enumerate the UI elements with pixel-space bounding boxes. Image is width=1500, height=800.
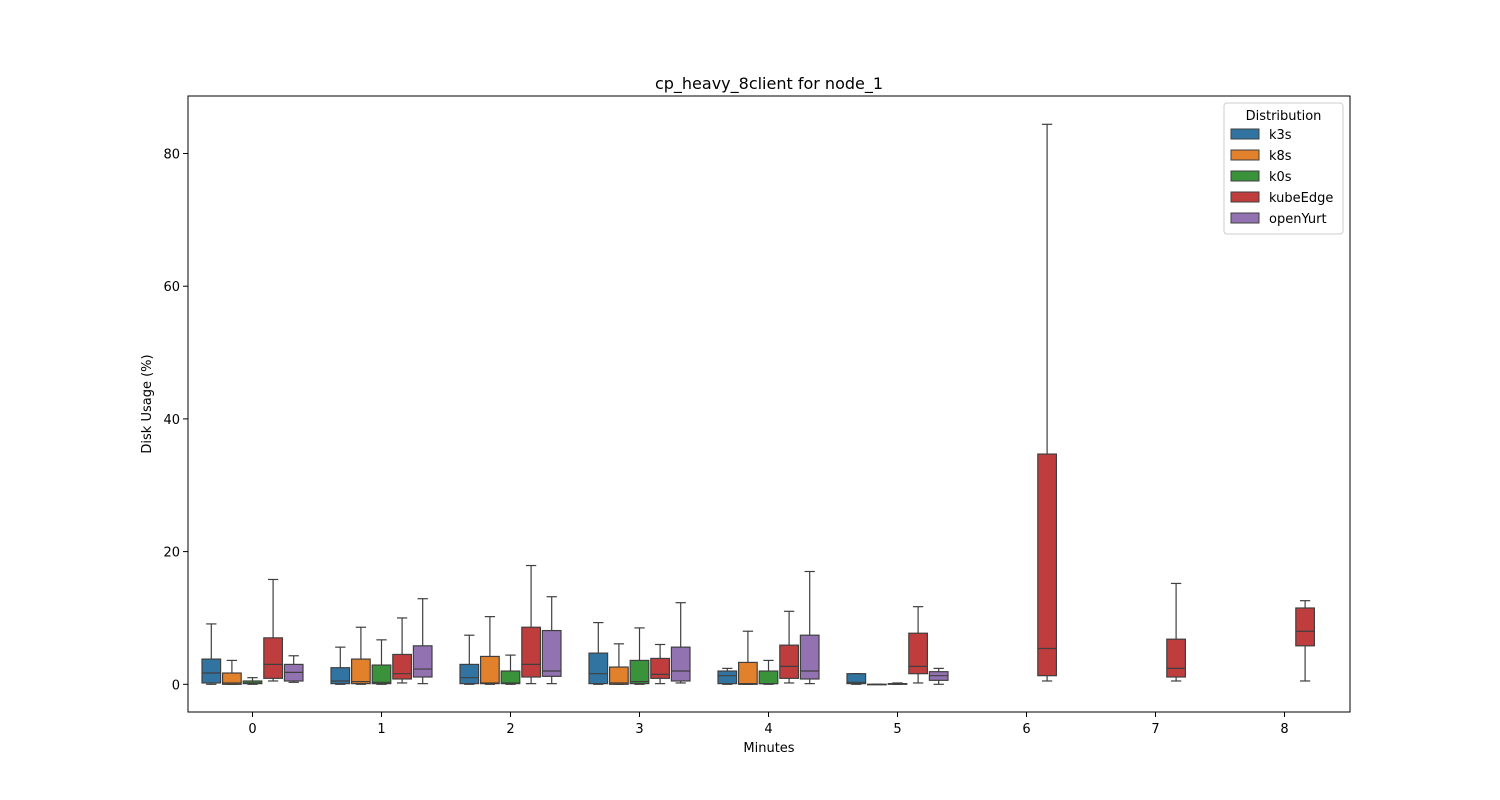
box-kubeEdge-4 bbox=[779, 644, 799, 679]
box-kubeEdge-5 bbox=[908, 632, 928, 675]
legend-label-k3s: k3s bbox=[1269, 128, 1292, 143]
x-tick-label: 3 bbox=[635, 722, 643, 737]
box-k3s-5 bbox=[846, 673, 867, 685]
box-k3s-0 bbox=[201, 658, 222, 684]
box-k0s-0 bbox=[242, 680, 263, 685]
box-openYurt-1 bbox=[412, 645, 433, 678]
box-k0s-4 bbox=[758, 670, 779, 685]
series-kubeEdge bbox=[263, 123, 1316, 685]
box-kubeEdge-1 bbox=[392, 653, 412, 680]
x-tick-label: 1 bbox=[377, 722, 385, 737]
legend-label-openYurt: openYurt bbox=[1269, 212, 1327, 227]
box-openYurt-3 bbox=[670, 646, 691, 682]
legend-swatch-openYurt bbox=[1230, 212, 1260, 224]
box-k8s-0 bbox=[222, 672, 242, 685]
box-kubeEdge-8 bbox=[1295, 607, 1316, 647]
y-tick-label: 40 bbox=[163, 413, 180, 428]
legend-label-kubeEdge: kubeEdge bbox=[1269, 191, 1333, 206]
box-k0s-2 bbox=[500, 670, 521, 685]
y-tick-label: 80 bbox=[163, 148, 180, 163]
x-axis: 0 1 2 3 4 5 6 7 8 bbox=[248, 712, 1289, 737]
x-tick-label: 5 bbox=[893, 722, 901, 737]
chart-title: cp_heavy_8client for node_1 bbox=[655, 74, 883, 94]
x-tick-label: 6 bbox=[1022, 722, 1030, 737]
box-k8s-4 bbox=[737, 661, 758, 685]
x-tick-label: 7 bbox=[1151, 722, 1159, 737]
legend-swatch-k0s bbox=[1230, 170, 1260, 182]
x-tick-label: 0 bbox=[248, 722, 256, 737]
box-k3s-3 bbox=[588, 652, 609, 685]
box-openYurt-2 bbox=[541, 629, 562, 677]
y-axis-label: Disk Usage (%) bbox=[140, 354, 155, 453]
box-kubeEdge-3 bbox=[650, 657, 670, 679]
box-k3s-4 bbox=[717, 670, 738, 685]
plot-layer bbox=[201, 123, 1316, 686]
box-kubeEdge-0 bbox=[263, 637, 283, 679]
box-k0s-3 bbox=[629, 659, 650, 685]
series-k0s bbox=[242, 627, 908, 685]
box-openYurt-4 bbox=[799, 634, 820, 680]
box-k0s-1 bbox=[371, 664, 392, 685]
box-k8s-3 bbox=[608, 666, 629, 685]
x-tick-label: 4 bbox=[764, 722, 772, 737]
legend-swatch-k3s bbox=[1230, 128, 1260, 140]
x-axis-label: Minutes bbox=[743, 741, 794, 756]
legend-title: Distribution bbox=[1246, 109, 1322, 124]
legend-swatch-kubeEdge bbox=[1230, 191, 1260, 203]
box-kubeEdge-6 bbox=[1037, 453, 1058, 677]
legend-swatch-k8s bbox=[1230, 149, 1260, 161]
y-tick-label: 0 bbox=[172, 678, 180, 693]
box-k8s-1 bbox=[351, 658, 371, 685]
series-openYurt bbox=[283, 570, 949, 685]
box-k8s-2 bbox=[480, 655, 500, 685]
x-tick-label: 2 bbox=[506, 722, 514, 737]
box-kubeEdge-2 bbox=[521, 626, 541, 678]
box-k3s-1 bbox=[330, 667, 351, 685]
x-tick-label: 8 bbox=[1280, 722, 1288, 737]
legend-label-k8s: k8s bbox=[1269, 149, 1292, 164]
legend-items: k3s k8s k0s kubeEdge openYurt bbox=[1230, 128, 1333, 227]
y-axis: 0 20 40 60 80 bbox=[163, 148, 188, 693]
y-tick-label: 60 bbox=[163, 280, 180, 295]
legend: Distribution k3s k8s k0s kubeEdge openYurt bbox=[1223, 102, 1344, 235]
series-k8s bbox=[222, 616, 887, 686]
series-k3s bbox=[201, 621, 867, 685]
legend-label-k0s: k0s bbox=[1269, 170, 1292, 185]
box-k3s-2 bbox=[459, 663, 480, 685]
y-tick-label: 20 bbox=[163, 546, 180, 561]
box-kubeEdge-7 bbox=[1166, 638, 1187, 678]
